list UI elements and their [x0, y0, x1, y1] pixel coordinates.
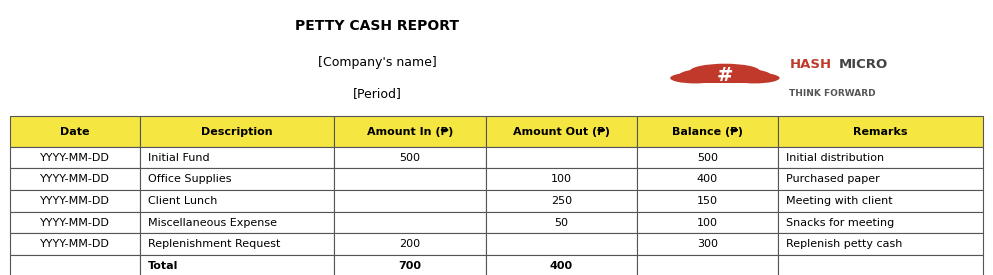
Bar	[10, 212, 140, 233]
Ellipse shape	[679, 68, 741, 82]
Text: MICRO: MICRO	[839, 58, 889, 71]
Bar	[335, 190, 486, 212]
Text: Purchased paper: Purchased paper	[785, 174, 880, 184]
Text: 400: 400	[697, 174, 718, 184]
Bar	[638, 212, 778, 233]
Text: 300: 300	[697, 239, 718, 249]
Bar	[638, 116, 778, 147]
Text: YYYY-MM-DD: YYYY-MM-DD	[40, 239, 110, 249]
Bar	[335, 116, 486, 147]
Bar	[10, 147, 140, 168]
Bar	[778, 255, 983, 275]
Bar	[140, 147, 335, 168]
Bar	[638, 255, 778, 275]
Bar	[486, 190, 638, 212]
Bar	[486, 212, 638, 233]
Bar	[638, 233, 778, 255]
Text: Replenish petty cash: Replenish petty cash	[785, 239, 902, 249]
Bar	[687, 77, 763, 83]
Text: Office Supplies: Office Supplies	[148, 174, 231, 184]
Text: Miscellaneous Expense: Miscellaneous Expense	[148, 218, 277, 228]
Bar	[778, 233, 983, 255]
Bar	[10, 116, 140, 147]
Text: 200: 200	[399, 239, 421, 249]
Text: Total: Total	[148, 262, 178, 271]
Bar	[10, 255, 140, 275]
Text: YYYY-MM-DD: YYYY-MM-DD	[40, 218, 110, 228]
Text: YYYY-MM-DD: YYYY-MM-DD	[40, 196, 110, 206]
Text: YYYY-MM-DD: YYYY-MM-DD	[40, 174, 110, 184]
Text: Amount In (₱): Amount In (₱)	[366, 126, 453, 137]
Text: [Period]: [Period]	[353, 87, 402, 100]
Text: Replenishment Request: Replenishment Request	[148, 239, 280, 249]
Text: Remarks: Remarks	[853, 126, 908, 137]
Bar	[486, 255, 638, 275]
Text: PETTY CASH REPORT: PETTY CASH REPORT	[295, 18, 460, 32]
Text: 100: 100	[697, 218, 718, 228]
Ellipse shape	[689, 64, 761, 79]
Text: 100: 100	[551, 174, 572, 184]
Ellipse shape	[670, 73, 720, 83]
Text: Amount Out (₱): Amount Out (₱)	[512, 126, 610, 137]
Bar	[335, 168, 486, 190]
Text: Snacks for meeting: Snacks for meeting	[785, 218, 894, 228]
Text: Date: Date	[60, 126, 89, 137]
Text: Meeting with client: Meeting with client	[785, 196, 892, 206]
Text: 150: 150	[697, 196, 718, 206]
Text: 400: 400	[550, 262, 573, 271]
Bar	[638, 147, 778, 168]
Bar	[140, 212, 335, 233]
Bar	[778, 212, 983, 233]
Bar	[140, 233, 335, 255]
Text: Initial Fund: Initial Fund	[148, 153, 210, 163]
Text: [Company's name]: [Company's name]	[318, 56, 437, 68]
Text: YYYY-MM-DD: YYYY-MM-DD	[40, 153, 110, 163]
Bar	[140, 168, 335, 190]
Bar	[486, 147, 638, 168]
Bar	[10, 168, 140, 190]
Text: 500: 500	[697, 153, 718, 163]
Text: Initial distribution: Initial distribution	[785, 153, 884, 163]
Bar	[778, 147, 983, 168]
Text: Client Lunch: Client Lunch	[148, 196, 217, 206]
Bar	[778, 116, 983, 147]
Bar	[10, 233, 140, 255]
Text: 700: 700	[398, 262, 421, 271]
Bar	[335, 255, 486, 275]
Bar	[335, 212, 486, 233]
Text: 50: 50	[554, 218, 568, 228]
Text: 250: 250	[551, 196, 572, 206]
Bar	[486, 116, 638, 147]
Text: Description: Description	[202, 126, 273, 137]
Bar	[140, 116, 335, 147]
Text: 500: 500	[399, 153, 420, 163]
Bar	[335, 233, 486, 255]
Ellipse shape	[730, 73, 780, 83]
Ellipse shape	[709, 68, 771, 82]
Text: HASH: HASH	[789, 58, 831, 71]
Bar	[638, 168, 778, 190]
Text: #: #	[717, 66, 733, 85]
Bar	[486, 233, 638, 255]
Bar	[778, 168, 983, 190]
Bar	[140, 190, 335, 212]
Bar	[486, 168, 638, 190]
Bar	[140, 255, 335, 275]
Bar	[778, 190, 983, 212]
Bar	[638, 190, 778, 212]
Text: THINK FORWARD: THINK FORWARD	[789, 89, 876, 98]
Text: Balance (₱): Balance (₱)	[672, 126, 743, 137]
Bar	[335, 147, 486, 168]
Bar	[10, 190, 140, 212]
